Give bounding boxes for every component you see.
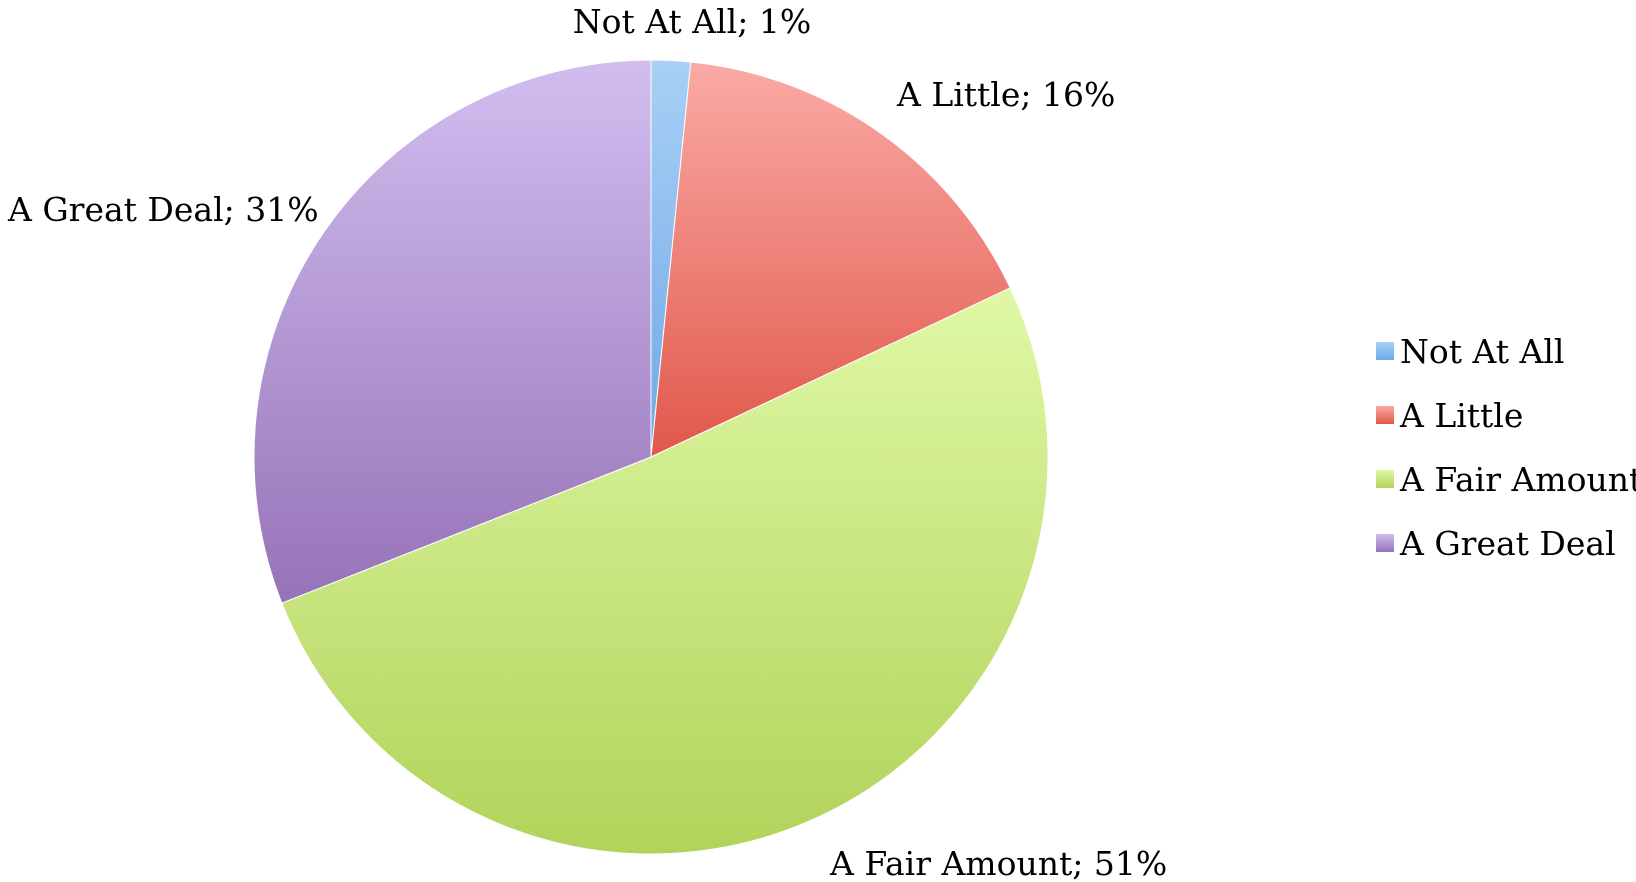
legend-swatch-a-great-deal (1376, 534, 1394, 552)
legend: Not At All A Little A Fair Amount A Great D… (1376, 332, 1636, 563)
pie-slice-a-little (650, 61, 1011, 458)
pie-slice-a-fair-amount (281, 287, 1049, 855)
legend-swatch-not-at-all (1376, 342, 1394, 360)
legend-label-a-little: A Little (1399, 396, 1523, 435)
slice-label-a-great-deal: A Great Deal; 31% (7, 190, 319, 229)
legend-swatch-a-fair-amount (1376, 470, 1394, 488)
slice-labels: Not At All; 1% A Little; 16% A Fair Amount… (7, 2, 1167, 882)
legend-label-a-fair-amount: A Fair Amount (1399, 460, 1636, 499)
slice-label-a-fair-amount: A Fair Amount; 51% (829, 844, 1167, 882)
pie-slices (253, 59, 1049, 855)
pie-slice-a-great-deal (253, 59, 652, 604)
legend-swatch-a-little (1376, 406, 1394, 424)
legend-label-a-great-deal: A Great Deal (1399, 524, 1616, 563)
legend-label-not-at-all: Not At All (1400, 332, 1564, 371)
slice-label-not-at-all: Not At All; 1% (573, 2, 811, 41)
slice-label-a-little: A Little; 16% (896, 75, 1115, 114)
